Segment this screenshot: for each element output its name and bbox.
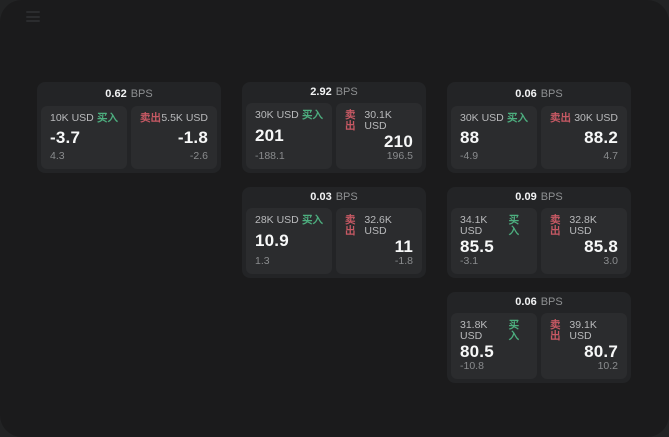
quote-card: 2.92 BPS 30K USD 买入 201 -188.1 卖出 30.1K … — [242, 82, 426, 173]
quote-card: 0.09 BPS 34.1K USD 买入 85.5 -3.1 卖出 32.8K… — [447, 187, 631, 278]
buy-panel[interactable]: 31.8K USD 买入 80.5 -10.8 — [451, 312, 537, 379]
buy-price: 88 — [460, 127, 480, 147]
bps-unit-label: BPS — [335, 190, 358, 203]
card-bps-header: 0.09 BPS — [447, 187, 631, 208]
quote-panels: 34.1K USD 买入 85.5 -3.1 卖出 32.8K USD 85.8… — [447, 207, 631, 278]
sell-side-label: 卖出 — [345, 108, 356, 133]
sell-side-label: 卖出 — [550, 112, 571, 124]
bps-unit-label: BPS — [540, 190, 563, 203]
quote-card: 0.06 BPS 31.8K USD 买入 80.5 -10.8 卖出 39.1… — [447, 292, 631, 383]
sell-sub-value: 10.2 — [597, 360, 618, 373]
sell-side-label: 卖出 — [550, 318, 561, 343]
card-bps-header: 0.03 BPS — [242, 187, 426, 208]
buy-side-label: 买入 — [302, 213, 323, 226]
sell-panel[interactable]: 卖出 30.1K USD 210 196.5 — [336, 102, 422, 169]
buy-amount: 34.1K USD — [460, 213, 488, 238]
sell-sub-value: -2.6 — [189, 150, 208, 163]
bps-value: 0.06 — [515, 87, 537, 100]
buy-price: 80.5 — [460, 341, 494, 361]
quote-panels: 30K USD 买入 88 -4.9 卖出 30K USD 88.2 4.7 — [447, 106, 631, 173]
buy-panel[interactable]: 28K USD 买入 10.9 1.3 — [246, 207, 332, 274]
buy-amount: 30K USD — [460, 112, 504, 124]
quote-panels: 31.8K USD 买入 80.5 -10.8 卖出 39.1K USD 80.… — [447, 312, 631, 383]
sell-side-label: 卖出 — [550, 213, 561, 238]
sell-price: -1.8 — [177, 127, 208, 147]
bps-unit-label: BPS — [130, 87, 153, 100]
buy-side-label: 买入 — [508, 213, 520, 238]
bps-value: 2.92 — [310, 85, 332, 98]
buy-panel[interactable]: 30K USD 买入 88 -4.9 — [451, 106, 537, 169]
buy-amount: 31.8K USD — [460, 318, 488, 343]
card-bps-header: 0.62 BPS — [37, 82, 221, 106]
sell-price: 88.2 — [584, 127, 618, 147]
sell-amount: 30K USD — [574, 112, 618, 124]
buy-price: 201 — [255, 125, 284, 145]
bps-value: 0.62 — [105, 87, 127, 100]
sell-price: 210 — [384, 131, 413, 151]
buy-price: 85.5 — [460, 236, 494, 256]
sell-sub-value: 196.5 — [386, 150, 413, 163]
quote-card: 0.06 BPS 30K USD 买入 88 -4.9 卖出 30K USD 8… — [447, 82, 631, 173]
bps-unit-label: BPS — [540, 295, 563, 308]
buy-side-label: 买入 — [302, 108, 323, 121]
sell-panel[interactable]: 卖出 32.8K USD 85.8 3.0 — [541, 207, 627, 274]
quote-card: 0.62 BPS 10K USD 买入 -3.7 4.3 卖出 5.5K USD… — [37, 82, 221, 173]
sell-side-label: 卖出 — [140, 112, 161, 124]
buy-sub-value: -188.1 — [255, 150, 285, 163]
sell-price: 80.7 — [584, 341, 618, 361]
buy-sub-value: 4.3 — [50, 150, 65, 163]
sell-panel[interactable]: 卖出 5.5K USD -1.8 -2.6 — [131, 106, 217, 169]
buy-panel[interactable]: 30K USD 买入 201 -188.1 — [246, 102, 332, 169]
menu-icon[interactable] — [26, 11, 40, 22]
buy-side-label: 买入 — [508, 318, 520, 343]
sell-price: 85.8 — [584, 236, 618, 256]
buy-sub-value: -4.9 — [460, 150, 479, 163]
sell-amount: 32.6K USD — [364, 213, 392, 238]
buy-panel[interactable]: 34.1K USD 买入 85.5 -3.1 — [451, 207, 537, 274]
buy-amount: 30K USD — [255, 108, 299, 121]
sell-amount: 32.8K USD — [569, 213, 597, 238]
sell-panel[interactable]: 卖出 30K USD 88.2 4.7 — [541, 106, 627, 169]
buy-sub-value: 1.3 — [255, 255, 270, 268]
buy-sub-value: -10.8 — [460, 360, 484, 373]
quote-card: 0.03 BPS 28K USD 买入 10.9 1.3 卖出 32.6K US… — [242, 187, 426, 278]
buy-amount: 28K USD — [255, 213, 299, 226]
bps-value: 0.06 — [515, 295, 537, 308]
sell-panel[interactable]: 卖出 39.1K USD 80.7 10.2 — [541, 312, 627, 379]
card-bps-header: 0.06 BPS — [447, 292, 631, 313]
card-bps-header: 2.92 BPS — [242, 82, 426, 103]
buy-panel[interactable]: 10K USD 买入 -3.7 4.3 — [41, 106, 127, 169]
bps-unit-label: BPS — [540, 87, 563, 100]
sell-amount: 5.5K USD — [161, 112, 208, 124]
sell-amount: 39.1K USD — [569, 318, 597, 343]
sell-panel[interactable]: 卖出 32.6K USD 11 -1.8 — [336, 207, 422, 274]
buy-side-label: 买入 — [507, 112, 528, 124]
quote-panels: 28K USD 买入 10.9 1.3 卖出 32.6K USD 11 -1.8 — [242, 207, 426, 278]
sell-sub-value: 4.7 — [603, 150, 618, 163]
sell-amount: 30.1K USD — [364, 108, 392, 133]
buy-amount: 10K USD — [50, 112, 94, 124]
sell-sub-value: -1.8 — [394, 255, 413, 268]
bps-value: 0.03 — [310, 190, 332, 203]
sell-price: 11 — [394, 236, 413, 256]
buy-price: 10.9 — [255, 230, 289, 250]
sell-sub-value: 3.0 — [603, 255, 618, 268]
bps-unit-label: BPS — [335, 85, 358, 98]
buy-sub-value: -3.1 — [460, 255, 479, 268]
quote-panels: 30K USD 买入 201 -188.1 卖出 30.1K USD 210 1… — [242, 102, 426, 173]
quote-panels: 10K USD 买入 -3.7 4.3 卖出 5.5K USD -1.8 -2.… — [37, 106, 221, 173]
bps-value: 0.09 — [515, 190, 537, 203]
card-bps-header: 0.06 BPS — [447, 82, 631, 106]
sell-side-label: 卖出 — [345, 213, 356, 238]
buy-price: -3.7 — [50, 127, 81, 147]
buy-side-label: 买入 — [97, 112, 118, 124]
